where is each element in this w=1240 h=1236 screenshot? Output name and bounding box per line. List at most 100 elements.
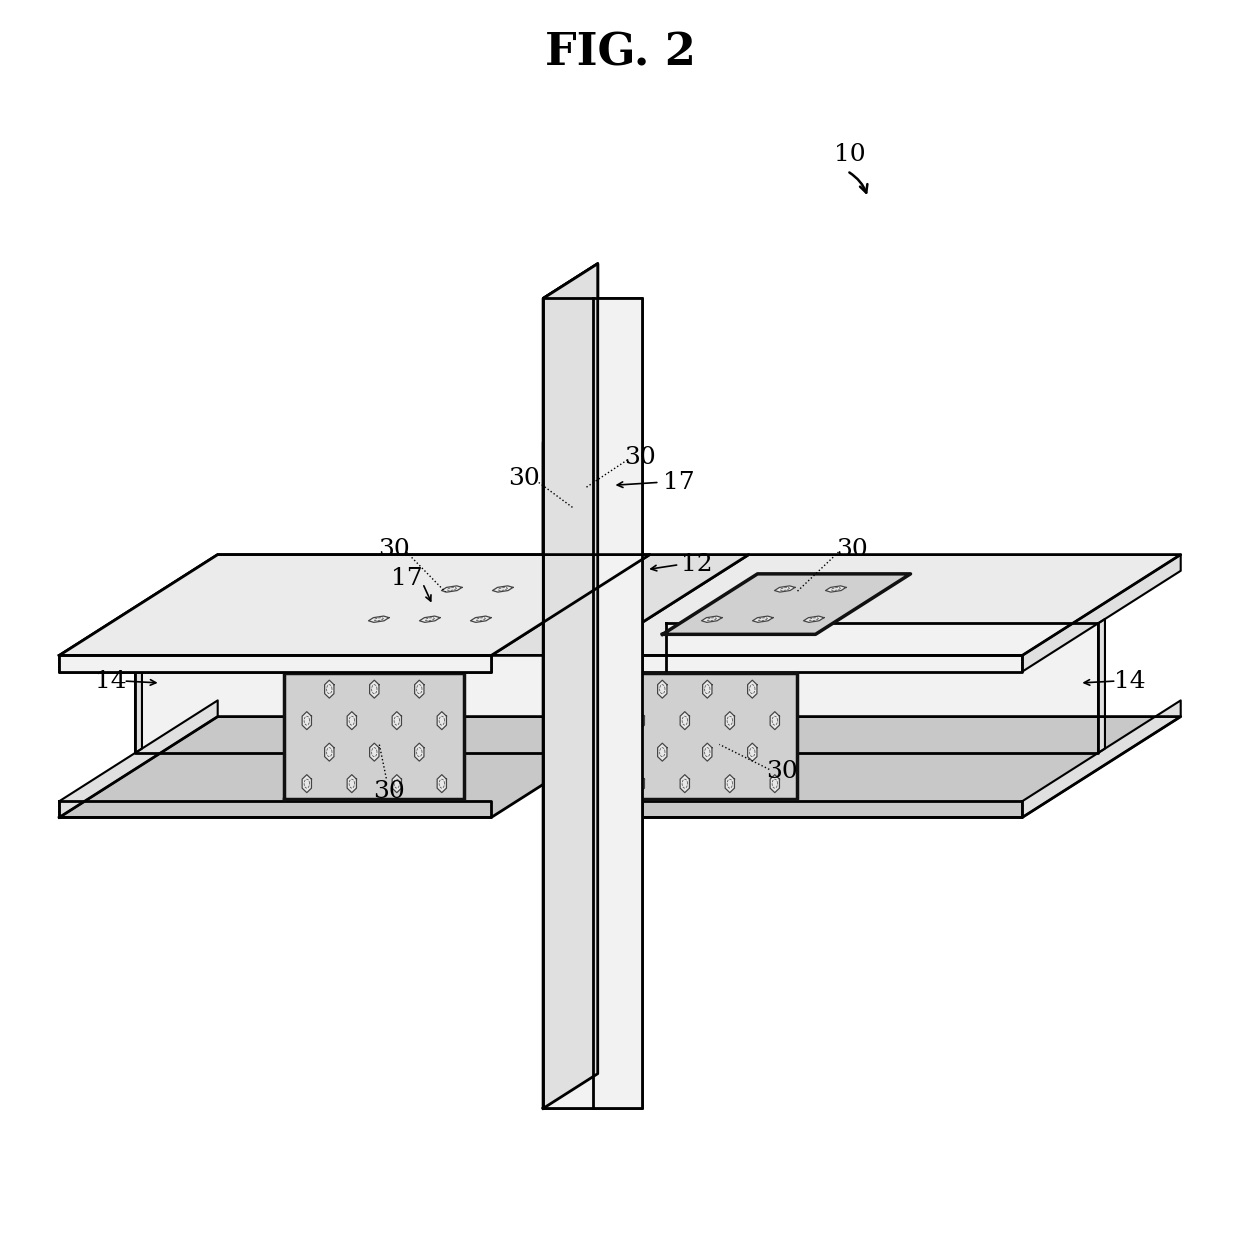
Text: 30: 30 xyxy=(373,780,405,803)
Polygon shape xyxy=(543,298,642,1109)
Polygon shape xyxy=(553,408,598,598)
Polygon shape xyxy=(565,438,570,456)
Polygon shape xyxy=(753,616,773,623)
Polygon shape xyxy=(135,619,141,753)
Polygon shape xyxy=(590,717,1180,817)
Polygon shape xyxy=(579,575,589,593)
Text: 17: 17 xyxy=(391,567,423,590)
Polygon shape xyxy=(590,655,1022,671)
Polygon shape xyxy=(748,680,756,698)
Polygon shape xyxy=(703,743,712,761)
Polygon shape xyxy=(804,616,825,623)
Polygon shape xyxy=(775,586,795,592)
Polygon shape xyxy=(558,564,563,582)
Polygon shape xyxy=(60,555,218,671)
Polygon shape xyxy=(543,263,598,1109)
Polygon shape xyxy=(60,655,491,671)
Polygon shape xyxy=(60,717,650,817)
Polygon shape xyxy=(552,575,562,593)
Polygon shape xyxy=(303,775,311,792)
Polygon shape xyxy=(414,680,424,698)
Polygon shape xyxy=(680,775,689,792)
Polygon shape xyxy=(60,701,218,817)
Text: 30: 30 xyxy=(836,538,867,561)
Polygon shape xyxy=(325,680,334,698)
Polygon shape xyxy=(725,775,734,792)
Polygon shape xyxy=(325,743,334,761)
Polygon shape xyxy=(60,555,650,655)
Polygon shape xyxy=(770,712,780,729)
Polygon shape xyxy=(573,555,578,572)
Polygon shape xyxy=(590,801,1022,817)
Polygon shape xyxy=(702,616,722,623)
Polygon shape xyxy=(543,298,642,1109)
Polygon shape xyxy=(414,743,424,761)
Polygon shape xyxy=(370,680,379,698)
Polygon shape xyxy=(657,743,667,761)
Polygon shape xyxy=(303,712,311,729)
Polygon shape xyxy=(1099,619,1105,753)
Polygon shape xyxy=(565,535,575,552)
Polygon shape xyxy=(543,298,642,1109)
Polygon shape xyxy=(703,680,712,698)
Polygon shape xyxy=(770,775,780,792)
Polygon shape xyxy=(580,429,585,446)
Polygon shape xyxy=(438,712,446,729)
Polygon shape xyxy=(491,555,749,655)
Polygon shape xyxy=(370,743,379,761)
Polygon shape xyxy=(593,454,601,472)
Polygon shape xyxy=(492,586,513,592)
Text: 30: 30 xyxy=(625,446,656,470)
Polygon shape xyxy=(135,623,567,753)
Polygon shape xyxy=(662,574,910,634)
Text: 12: 12 xyxy=(681,554,713,576)
Polygon shape xyxy=(657,680,667,698)
Polygon shape xyxy=(60,801,491,817)
Polygon shape xyxy=(725,712,734,729)
Polygon shape xyxy=(1022,701,1180,817)
Polygon shape xyxy=(593,535,601,552)
Polygon shape xyxy=(552,494,562,512)
Polygon shape xyxy=(826,586,846,592)
Polygon shape xyxy=(60,555,650,655)
Text: 14: 14 xyxy=(94,670,126,692)
Text: 17: 17 xyxy=(662,471,694,494)
Polygon shape xyxy=(441,586,463,592)
Polygon shape xyxy=(635,775,645,792)
Text: 30: 30 xyxy=(508,467,539,489)
Polygon shape xyxy=(1022,555,1180,671)
Polygon shape xyxy=(438,775,446,792)
Polygon shape xyxy=(618,674,797,800)
Text: 14: 14 xyxy=(1114,670,1146,692)
Text: 10: 10 xyxy=(835,142,866,166)
Polygon shape xyxy=(347,775,356,792)
Polygon shape xyxy=(588,465,593,482)
Polygon shape xyxy=(347,712,356,729)
Polygon shape xyxy=(543,442,624,604)
Polygon shape xyxy=(565,519,570,536)
Text: 30: 30 xyxy=(766,760,799,782)
Polygon shape xyxy=(565,454,575,472)
Polygon shape xyxy=(748,743,756,761)
Polygon shape xyxy=(419,616,440,623)
Polygon shape xyxy=(579,494,589,512)
Polygon shape xyxy=(606,494,615,512)
Polygon shape xyxy=(666,623,1099,753)
Text: 30: 30 xyxy=(378,538,409,561)
Polygon shape xyxy=(543,263,598,1109)
Polygon shape xyxy=(588,545,593,564)
Polygon shape xyxy=(330,574,578,634)
Polygon shape xyxy=(392,712,402,729)
Polygon shape xyxy=(392,775,402,792)
FancyArrowPatch shape xyxy=(849,173,867,193)
Polygon shape xyxy=(558,483,563,501)
Polygon shape xyxy=(368,616,389,623)
Text: FIG. 2: FIG. 2 xyxy=(544,31,696,74)
Polygon shape xyxy=(606,575,615,593)
Polygon shape xyxy=(60,655,491,671)
Polygon shape xyxy=(573,473,578,492)
Polygon shape xyxy=(680,712,689,729)
Polygon shape xyxy=(590,555,1180,655)
Polygon shape xyxy=(635,712,645,729)
Polygon shape xyxy=(580,509,585,528)
